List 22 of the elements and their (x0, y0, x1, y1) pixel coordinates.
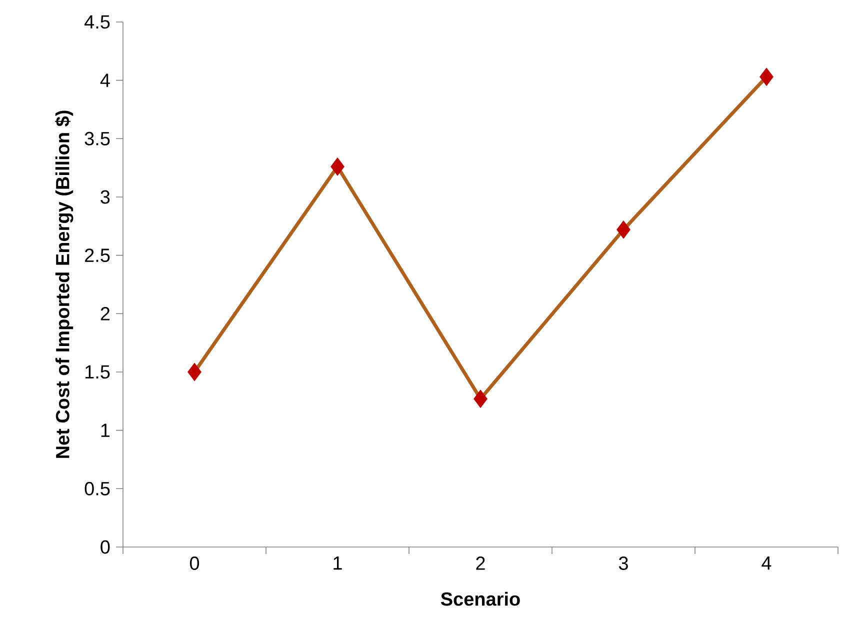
point (760, 68, 774, 86)
y-axis-title: Net Cost of Imported Energy (Billion $) (55, 110, 74, 458)
y-tick-label: 4 (100, 74, 110, 87)
y-tick-label: 4.5 (84, 15, 110, 29)
x-tick-label: 4 (762, 556, 772, 570)
y-tick-label: 1 (101, 424, 110, 437)
point (474, 390, 488, 408)
point (616, 220, 630, 239)
point (330, 157, 344, 176)
y-tick-label: 1.5 (86, 365, 110, 379)
point (188, 362, 202, 382)
x-tick-label: 1 (334, 556, 342, 570)
y-tick-label: 2 (100, 307, 110, 320)
x-tick-label: 3 (618, 556, 628, 570)
y-tick-label: 3 (100, 190, 110, 204)
x-tick-label: 0 (190, 556, 200, 570)
x-axis-title: Scenario (440, 592, 520, 606)
x-tick-label: 2 (476, 556, 485, 570)
y-tick-label: 2.5 (85, 248, 110, 262)
y-tick-label: 0 (100, 540, 110, 554)
y-tick-label: 0.5 (84, 482, 110, 496)
y-tick-label: 3.5 (84, 132, 110, 146)
